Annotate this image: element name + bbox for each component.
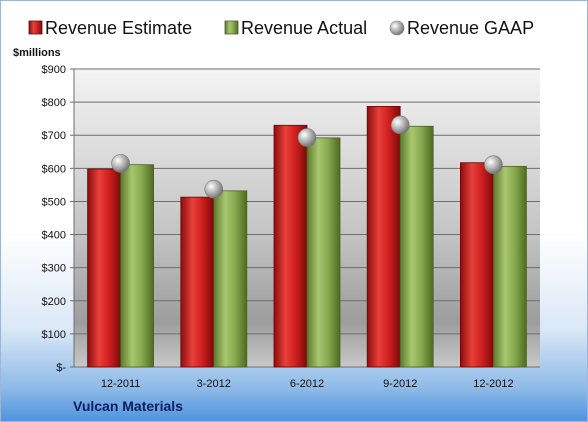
bar-revenue-actual xyxy=(120,164,154,368)
legend-swatch xyxy=(224,20,239,35)
y-tick-label: $500 xyxy=(42,196,66,208)
legend: Revenue Estimate Revenue Actual Revenue GA… xyxy=(28,18,534,38)
gaap-markers xyxy=(111,115,503,199)
x-tick-label: 9-2012 xyxy=(383,378,417,390)
bar-revenue-estimate xyxy=(87,168,121,368)
x-tick-label: 3-2012 xyxy=(197,378,231,390)
y-tick-label: $100 xyxy=(42,329,66,341)
y-tick-label: $300 xyxy=(42,263,66,275)
bar-revenue-actual xyxy=(306,137,341,368)
bars xyxy=(87,106,527,368)
legend-label: Revenue Estimate xyxy=(45,18,192,38)
legend-item: Revenue Actual xyxy=(224,18,367,38)
x-tick-label: 12-2012 xyxy=(473,378,513,390)
legend-swatch xyxy=(389,20,405,36)
y-tick-label: $200 xyxy=(42,296,66,308)
legend-label: Revenue Actual xyxy=(241,18,367,38)
x-tick-label: 6-2012 xyxy=(290,378,324,390)
y-tick-label: $600 xyxy=(42,163,66,175)
bar-revenue-actual xyxy=(399,125,434,368)
legend-item: Revenue Estimate xyxy=(28,18,192,38)
y-tick-label: $400 xyxy=(42,230,66,242)
legend-label: Revenue GAAP xyxy=(407,18,534,38)
marker-revenue-gaap xyxy=(390,115,410,135)
bar-revenue-estimate xyxy=(273,124,308,368)
y-tick-label: $- xyxy=(56,362,66,374)
y-tick-label: $900 xyxy=(42,64,66,76)
bar-revenue-actual xyxy=(213,190,248,368)
bar-revenue-estimate xyxy=(366,106,401,368)
y-tick-label: $800 xyxy=(42,97,66,109)
legend-swatch xyxy=(28,20,43,35)
bar-revenue-estimate xyxy=(180,196,215,368)
y-axis-unit-label: $millions xyxy=(13,47,61,59)
y-tick-label: $700 xyxy=(42,130,66,142)
y-axis-ticks: $- $100 $200 $300 $400 $500 $600 $700 $800 $900 xyxy=(42,64,67,374)
legend-item: Revenue GAAP xyxy=(389,18,534,38)
company-name: Vulcan Materials xyxy=(73,398,183,414)
bar-revenue-estimate xyxy=(459,162,494,368)
x-axis-ticks: 12-2011 3-2012 6-2012 9-2012 12-2012 xyxy=(101,378,514,390)
x-tick-label: 12-2011 xyxy=(101,378,141,390)
bar-revenue-actual xyxy=(492,165,527,368)
marker-revenue-gaap xyxy=(204,179,224,199)
marker-revenue-gaap xyxy=(111,154,130,173)
marker-revenue-gaap xyxy=(484,155,503,174)
marker-revenue-gaap xyxy=(297,128,317,147)
